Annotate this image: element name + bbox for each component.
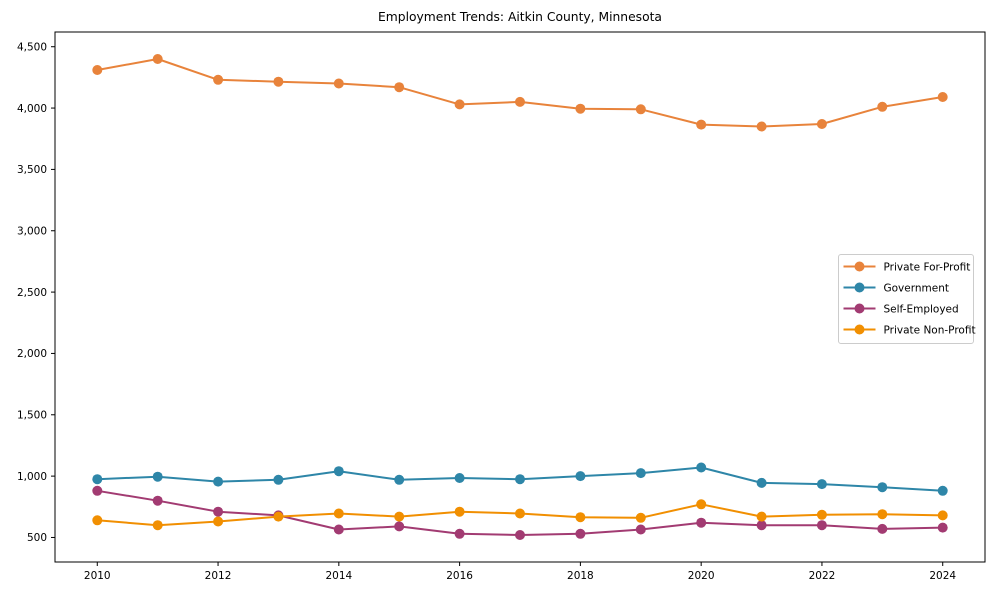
data-point-government-2023 xyxy=(877,482,888,493)
data-point-self-employed-2022 xyxy=(816,520,827,531)
data-point-private-for-profit-2010 xyxy=(92,65,103,75)
legend-label-private-non-profit: Private Non-Profit xyxy=(884,324,976,336)
data-point-private-for-profit-2023 xyxy=(877,101,888,112)
data-point-government-2014 xyxy=(333,466,344,477)
data-point-self-employed-2020 xyxy=(696,517,707,528)
data-point-government-2011 xyxy=(152,471,163,482)
data-point-private-for-profit-2013 xyxy=(273,76,284,87)
data-point-private-non-profit-2024 xyxy=(937,510,948,521)
data-point-private-for-profit-2012 xyxy=(213,74,224,85)
data-point-private-non-profit-2020 xyxy=(696,499,707,510)
data-point-self-employed-2015 xyxy=(394,521,405,532)
x-tick-label: 2014 xyxy=(325,570,352,582)
data-point-self-employed-2011 xyxy=(152,495,163,506)
y-tick-label: 500 xyxy=(27,532,47,544)
data-point-private-for-profit-2011 xyxy=(152,54,163,64)
data-point-government-2020 xyxy=(696,462,707,473)
legend-marker-icon xyxy=(854,303,865,314)
plot-border xyxy=(54,31,986,563)
data-point-self-employed-2010 xyxy=(92,485,103,496)
data-point-private-non-profit-2013 xyxy=(273,511,284,522)
data-point-private-for-profit-2021 xyxy=(756,121,767,132)
y-tick-label: 1,000 xyxy=(17,471,47,483)
x-tick-label: 2022 xyxy=(809,570,836,582)
chart-title: Employment Trends: Aitkin County, Minnes… xyxy=(378,10,662,24)
data-point-private-non-profit-2014 xyxy=(333,508,344,519)
legend-item-self-employed: Self-Employed xyxy=(843,303,959,315)
data-point-private-non-profit-2012 xyxy=(213,516,224,527)
data-point-private-for-profit-2017 xyxy=(515,96,525,107)
data-point-private-for-profit-2022 xyxy=(816,119,827,129)
x-tick-label: 2020 xyxy=(688,570,715,582)
data-point-government-2024 xyxy=(937,485,948,496)
data-point-private-non-profit-2021 xyxy=(756,511,767,522)
data-point-self-employed-2012 xyxy=(213,506,224,517)
data-point-private-for-profit-2018 xyxy=(575,103,586,114)
data-point-government-2010 xyxy=(92,474,103,485)
data-point-self-employed-2014 xyxy=(333,524,344,535)
data-point-private-non-profit-2018 xyxy=(575,512,586,523)
data-point-private-non-profit-2019 xyxy=(635,512,646,523)
data-point-government-2021 xyxy=(756,477,767,488)
x-tick-label: 2016 xyxy=(446,570,473,582)
data-point-private-non-profit-2017 xyxy=(515,508,525,519)
y-tick-label: 3,500 xyxy=(17,164,47,176)
legend xyxy=(838,254,974,344)
series-line-private-for-profit xyxy=(96,58,944,128)
data-point-private-non-profit-2015 xyxy=(394,511,405,522)
data-point-private-for-profit-2019 xyxy=(635,104,646,115)
data-point-self-employed-2018 xyxy=(575,528,586,539)
y-tick-label: 2,000 xyxy=(17,348,47,360)
legend-label-government: Government xyxy=(884,282,949,294)
legend-item-private-for-profit: Private For-Profit xyxy=(843,261,971,273)
data-point-private-for-profit-2020 xyxy=(696,119,707,130)
x-tick-label: 2010 xyxy=(84,570,111,582)
data-point-private-for-profit-2024 xyxy=(937,92,948,102)
data-point-government-2018 xyxy=(575,471,586,482)
data-point-private-non-profit-2016 xyxy=(454,506,465,517)
data-point-private-non-profit-2023 xyxy=(877,509,888,520)
legend-label-self-employed: Self-Employed xyxy=(884,303,959,315)
legend-item-private-non-profit: Private Non-Profit xyxy=(843,324,976,336)
x-tick-label: 2024 xyxy=(929,570,956,582)
data-point-government-2012 xyxy=(213,476,224,487)
data-point-private-for-profit-2016 xyxy=(454,99,465,110)
data-point-government-2019 xyxy=(635,468,646,479)
y-tick-label: 3,000 xyxy=(17,225,47,237)
legend-item-government: Government xyxy=(843,282,949,294)
y-tick-label: 4,000 xyxy=(17,103,47,115)
data-point-self-employed-2016 xyxy=(454,528,465,539)
legend-marker-icon xyxy=(854,261,865,272)
data-point-self-employed-2019 xyxy=(635,524,646,535)
legend-label-private-for-profit: Private For-Profit xyxy=(884,261,971,273)
data-point-private-non-profit-2022 xyxy=(816,509,827,520)
y-tick-label: 4,500 xyxy=(17,41,47,53)
data-point-government-2022 xyxy=(816,479,827,490)
data-point-self-employed-2021 xyxy=(756,520,767,531)
y-tick-label: 2,500 xyxy=(17,287,47,299)
data-point-self-employed-2024 xyxy=(937,522,948,533)
data-point-government-2015 xyxy=(394,474,405,485)
data-point-government-2017 xyxy=(515,474,525,485)
x-tick-label: 2012 xyxy=(205,570,232,582)
data-point-private-non-profit-2011 xyxy=(152,520,163,531)
x-tick-label: 2018 xyxy=(567,570,594,582)
data-point-government-2016 xyxy=(454,473,465,483)
data-point-self-employed-2017 xyxy=(515,530,525,540)
data-point-private-for-profit-2014 xyxy=(333,78,344,89)
legend-marker-icon xyxy=(854,282,865,293)
y-tick-label: 1,500 xyxy=(17,409,47,421)
data-point-private-non-profit-2010 xyxy=(92,515,103,526)
data-point-self-employed-2023 xyxy=(877,523,888,534)
legend-marker-icon xyxy=(854,324,865,335)
data-point-private-for-profit-2015 xyxy=(394,82,405,93)
data-point-government-2013 xyxy=(273,474,284,485)
